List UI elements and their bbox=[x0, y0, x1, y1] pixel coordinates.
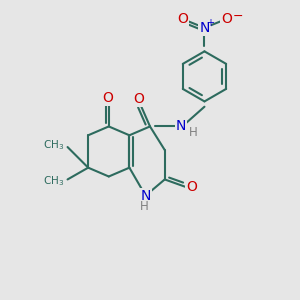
Text: O: O bbox=[221, 12, 232, 26]
Text: O: O bbox=[102, 91, 113, 105]
Text: O: O bbox=[177, 12, 188, 26]
Text: O: O bbox=[186, 180, 197, 194]
Text: H: H bbox=[140, 200, 148, 213]
Text: CH$_3$: CH$_3$ bbox=[44, 174, 64, 188]
Text: −: − bbox=[232, 10, 243, 22]
Text: CH$_3$: CH$_3$ bbox=[44, 139, 64, 152]
Text: N: N bbox=[199, 21, 210, 35]
Text: N: N bbox=[176, 119, 186, 134]
Text: +: + bbox=[206, 18, 214, 28]
Text: O: O bbox=[133, 92, 144, 106]
Text: H: H bbox=[189, 126, 198, 139]
Text: N: N bbox=[140, 189, 151, 202]
